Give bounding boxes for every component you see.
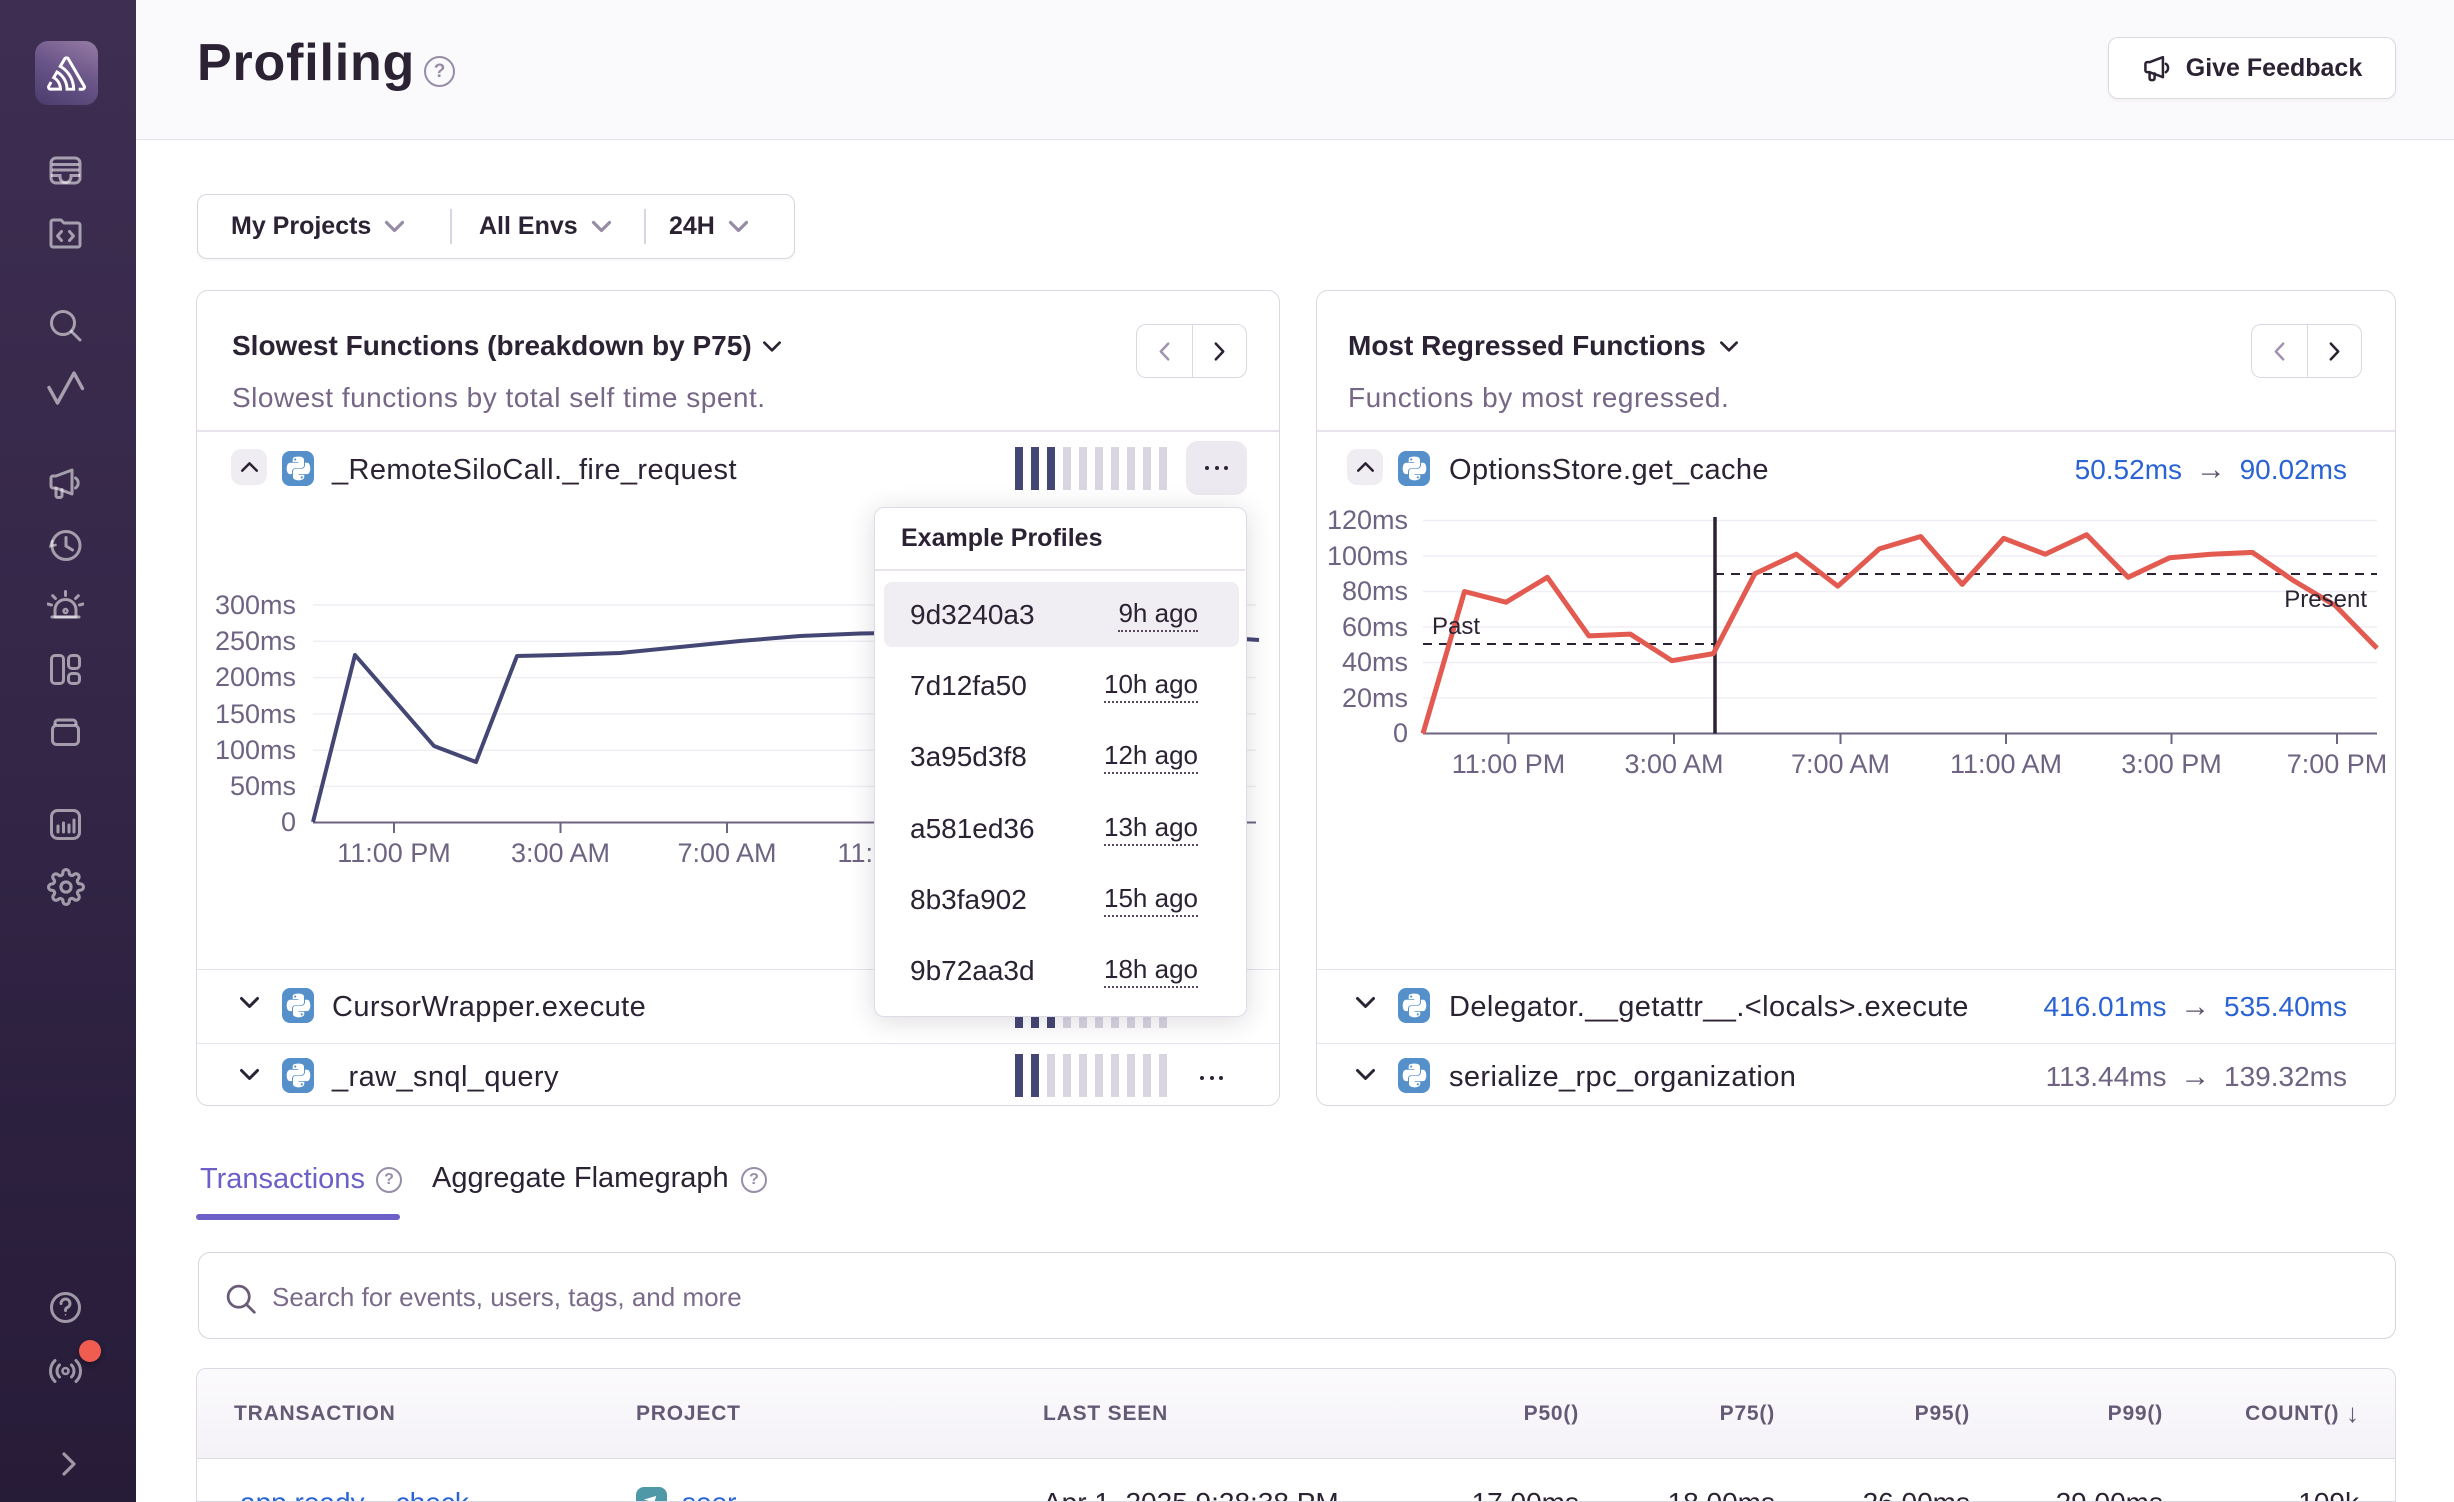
svg-text:300ms: 300ms: [215, 590, 296, 620]
svg-text:200ms: 200ms: [215, 662, 296, 692]
svg-text:40ms: 40ms: [1342, 647, 1408, 677]
svg-text:100ms: 100ms: [215, 735, 296, 765]
svg-text:3:00 AM: 3:00 AM: [1624, 749, 1723, 779]
svg-text:0: 0: [1393, 718, 1408, 748]
svg-text:20ms: 20ms: [1342, 683, 1408, 713]
svg-text:11:00 PM: 11:00 PM: [1452, 749, 1566, 779]
svg-text:3:00 PM: 3:00 PM: [2121, 749, 2222, 779]
svg-text:11:00 AM: 11:00 AM: [1950, 749, 2062, 779]
svg-text:0: 0: [281, 807, 296, 837]
svg-text:120ms: 120ms: [1327, 505, 1408, 535]
svg-text:250ms: 250ms: [215, 626, 296, 656]
svg-text:100ms: 100ms: [1327, 541, 1408, 571]
svg-text:7:00 PM: 7:00 PM: [2287, 749, 2388, 779]
svg-text:150ms: 150ms: [215, 699, 296, 729]
svg-text:11:00 PM: 11:00 PM: [337, 838, 451, 868]
svg-text:7:00 AM: 7:00 AM: [1791, 749, 1890, 779]
svg-text:Past: Past: [1432, 613, 1480, 640]
svg-text:50ms: 50ms: [230, 771, 296, 801]
svg-text:Present: Present: [2284, 586, 2367, 613]
svg-text:7:00 AM: 7:00 AM: [677, 838, 776, 868]
svg-text:80ms: 80ms: [1342, 576, 1408, 606]
svg-text:60ms: 60ms: [1342, 612, 1408, 642]
svg-text:3:00 AM: 3:00 AM: [511, 838, 610, 868]
